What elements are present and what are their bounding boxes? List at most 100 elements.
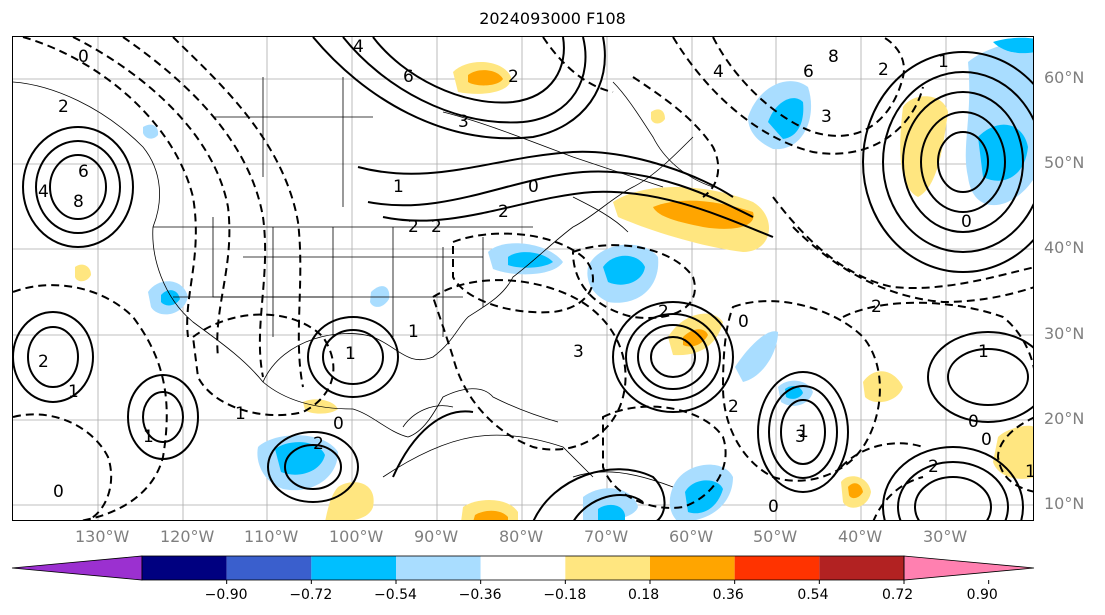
latitude-label: 30°N <box>1044 324 1085 343</box>
colorbar-cell <box>226 556 312 580</box>
contour-label: 2 <box>728 397 739 417</box>
shade-negative-core <box>598 504 625 520</box>
contour-label: 4 <box>353 37 364 57</box>
coastlines <box>13 77 714 488</box>
contour-label: 2 <box>871 297 882 317</box>
contour-label: 2 <box>658 302 669 322</box>
contour-label: 3 <box>795 427 806 447</box>
colorbar <box>11 555 1035 584</box>
contour-label: 6 <box>803 62 814 82</box>
latitude-label: 60°N <box>1044 68 1085 87</box>
colorbar-cell <box>311 556 396 580</box>
contour-label: 4 <box>38 182 49 202</box>
shaded-field <box>75 37 1033 520</box>
shade-positive-core <box>473 510 508 520</box>
map-canvas: 0246832112101221236420864123200120302121… <box>13 37 1034 520</box>
contour-label: 2 <box>38 352 49 372</box>
latitude-label: 10°N <box>1044 494 1085 513</box>
contour-label: 3 <box>458 112 469 132</box>
colorbar-tick-label: 0.72 <box>882 587 914 603</box>
longitude-label: 90°W <box>414 527 459 546</box>
contour-label: 1 <box>798 422 809 442</box>
contour-label: 2 <box>508 67 519 87</box>
colorbar-tick-label: −0.36 <box>458 587 502 603</box>
latitude-label: 20°N <box>1044 409 1085 428</box>
contour-label: 1 <box>345 344 356 364</box>
contour-label: 0 <box>981 430 992 450</box>
contour-label: 0 <box>333 414 344 434</box>
colorbar-cell <box>480 556 566 580</box>
colorbar-tick-label: −0.90 <box>204 587 248 603</box>
contour-label: 3 <box>573 342 584 362</box>
latitude-label: 40°N <box>1044 238 1085 257</box>
longitude-label: 50°W <box>753 527 798 546</box>
shade-positive-core <box>468 70 503 86</box>
contour-label: 2 <box>58 97 69 117</box>
latitude-label: 50°N <box>1044 153 1085 172</box>
longitude-label: 110°W <box>244 527 299 546</box>
contour-label: 1 <box>938 52 949 72</box>
contour-label: 1 <box>143 427 154 447</box>
colorbar-extend-high <box>903 555 1035 581</box>
colorbar-cell <box>396 556 481 580</box>
contour-lines <box>13 37 1033 520</box>
colorbar-tick-label: 0.36 <box>712 587 744 603</box>
longitude-label: 130°W <box>75 527 130 546</box>
colorbar-tick-label: 0.54 <box>797 587 829 603</box>
longitude-label: 60°W <box>669 527 714 546</box>
shade-negative-core <box>685 480 723 514</box>
longitude-label: 40°W <box>838 527 883 546</box>
shade-positive <box>651 109 665 124</box>
contour-label: 0 <box>78 47 89 67</box>
contour-label: 2 <box>878 60 889 80</box>
contour-label: 1 <box>1025 462 1034 482</box>
contour-label: 0 <box>968 412 979 432</box>
shade-positive <box>75 264 91 282</box>
contour-label: 6 <box>403 67 414 87</box>
colorbar-cell <box>565 556 650 580</box>
shade-negative <box>143 124 159 139</box>
contour-label: 2 <box>431 217 442 237</box>
contour-label: 0 <box>738 312 749 332</box>
contour-label: 2 <box>408 217 419 237</box>
contour-label: 2 <box>498 202 509 222</box>
contour-label: 1 <box>393 177 404 197</box>
contour-label: 1 <box>235 404 246 424</box>
longitude-label: 80°W <box>499 527 544 546</box>
colorbar-tick-label: 0.90 <box>966 587 998 603</box>
shade-negative <box>370 286 390 307</box>
shade-positive-core <box>848 483 863 499</box>
colorbar-cell <box>142 556 227 580</box>
colorbar-cell <box>650 556 735 580</box>
contour-labels: 0246832112101221236420864123200120302121… <box>38 37 1034 517</box>
longitude-label: 120°W <box>160 527 215 546</box>
shade-negative-core <box>161 290 180 306</box>
shade-negative-core <box>978 124 1028 181</box>
contour-label: 4 <box>713 62 724 82</box>
contour-label: 0 <box>768 497 779 517</box>
contour-label: 6 <box>78 162 89 182</box>
shade-negative-core <box>508 252 553 268</box>
contour-lines-negative <box>13 37 1033 520</box>
colorbar-tick-label: −0.18 <box>543 587 587 603</box>
shade-negative-core <box>993 37 1033 54</box>
contour-label: 8 <box>828 47 839 67</box>
contour-label: 0 <box>528 177 539 197</box>
longitude-label: 30°W <box>923 527 968 546</box>
shade-negative <box>583 488 638 520</box>
contour-label: 1 <box>978 342 989 362</box>
graticule <box>13 37 1033 520</box>
longitude-label: 100°W <box>329 527 384 546</box>
colorbar-extend-low <box>11 555 143 581</box>
colorbar-tick-label: 0.18 <box>628 587 660 603</box>
colorbar-tick-label: −0.72 <box>289 587 333 603</box>
colorbar-cell <box>734 556 820 580</box>
colorbar-outline <box>141 555 905 581</box>
contour-label: 2 <box>313 434 324 454</box>
map-area: 0246832112101221236420864123200120302121… <box>12 36 1034 521</box>
contour-label: 2 <box>928 457 939 477</box>
longitude-label: 70°W <box>584 527 629 546</box>
shade-positive-core <box>653 200 754 229</box>
contour-label: 8 <box>73 192 84 212</box>
contour-label: 1 <box>408 322 419 342</box>
